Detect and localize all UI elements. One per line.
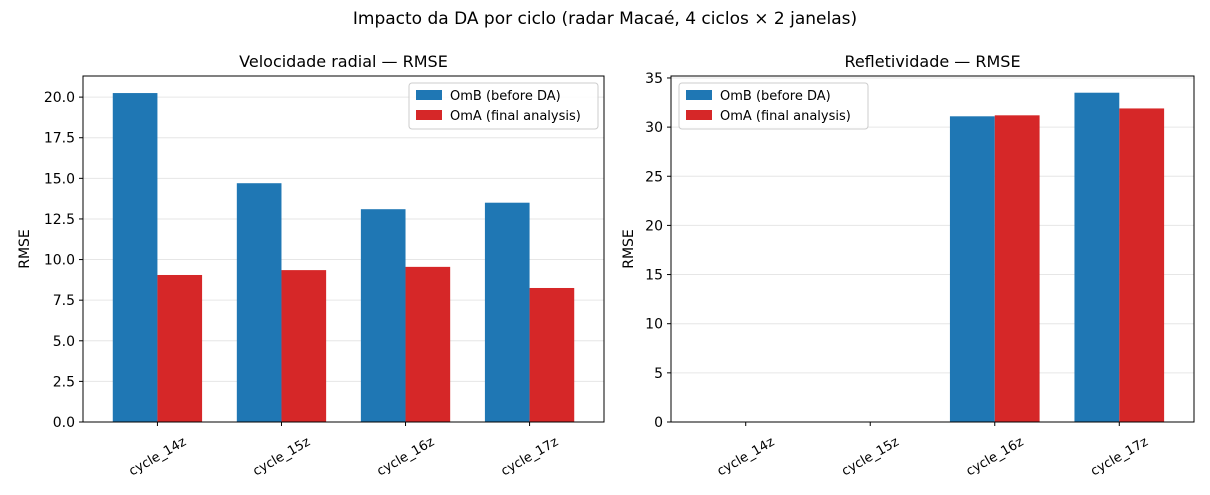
figure-suptitle: Impacto da DA por ciclo (radar Macaé, 4 … [353,9,857,29]
legend-label: OmB (before DA) [720,89,831,104]
legend-box [678,82,869,130]
y-tick-label: 25 [645,169,663,185]
bar-oma-cycle_16z [405,266,451,422]
y-tick-label: 7.5 [53,293,75,309]
chart-title: Velocidade radial — RMSE [239,52,448,71]
axes-frame [82,75,605,423]
y-tick-label: 17.5 [44,131,75,147]
y-tick-label: 20 [645,218,663,234]
y-tick-label: 10 [645,317,663,333]
y-tick-label: 15 [645,268,663,284]
y-tick-label: 2.5 [53,374,75,390]
legend-swatch-omb [416,90,442,100]
legend-label: OmB (before DA) [450,89,561,104]
y-axis-label: RMSE [621,229,637,269]
y-tick-label: 10.0 [44,253,75,269]
x-tick-label: cycle_14z [126,435,189,480]
bar-oma-cycle_14z [157,274,203,422]
x-tick-label: cycle_17z [1088,435,1151,480]
y-tick-label: 35 [645,71,663,87]
chart-panel-1: Velocidade radial — RMSE 0.0 2.5 5.0 7.5 10.0… [17,52,605,480]
legend-label: OmA (final analysis) [450,109,581,124]
bar-oma-cycle_15z [281,270,327,422]
chart-panel-2: Refletividade — RMSE 0 5 10 15 20 25 30 35 RMSE cy… [621,52,1195,480]
y-tick-label: 5.0 [53,334,75,350]
x-tick-label: cycle_16z [964,435,1027,480]
legend-swatch-omb [686,90,712,100]
bar-oma-cycle_16z [994,115,1040,423]
y-tick-label: 15.0 [44,171,75,187]
legend-label: OmA (final analysis) [720,109,851,124]
chart-title: Refletividade — RMSE [844,52,1020,71]
bar-oma-cycle_17z [529,287,575,422]
legend-swatch-oma [416,110,442,120]
y-tick-label: 12.5 [44,212,75,228]
y-tick-label: 30 [645,120,663,136]
legend-box [408,82,599,130]
y-tick-label: 5 [654,366,663,382]
x-tick-label: cycle_15z [839,435,902,480]
bar-omb-cycle_15z [236,183,282,422]
x-tick-label: cycle_16z [375,435,438,480]
axes-frame [670,75,1195,423]
y-tick-label: 0 [654,415,663,431]
bar-oma-cycle_17z [1119,108,1165,422]
y-tick-label: 0.0 [53,415,75,431]
bar-omb-cycle_16z [360,209,406,422]
bar-omb-cycle_17z [1074,92,1120,422]
y-axis-label: RMSE [17,229,33,269]
y-tick-label: 20.0 [44,90,75,106]
legend-swatch-oma [686,110,712,120]
x-tick-label: cycle_17z [499,435,562,480]
bar-omb-cycle_16z [949,116,995,422]
legend: OmB (before DA) OmA (final analysis) [678,82,869,130]
bar-omb-cycle_14z [112,93,158,422]
legend: OmB (before DA) OmA (final analysis) [408,82,599,130]
x-tick-label: cycle_15z [250,435,313,480]
x-tick-label: cycle_14z [715,435,778,480]
bar-omb-cycle_17z [484,202,530,422]
